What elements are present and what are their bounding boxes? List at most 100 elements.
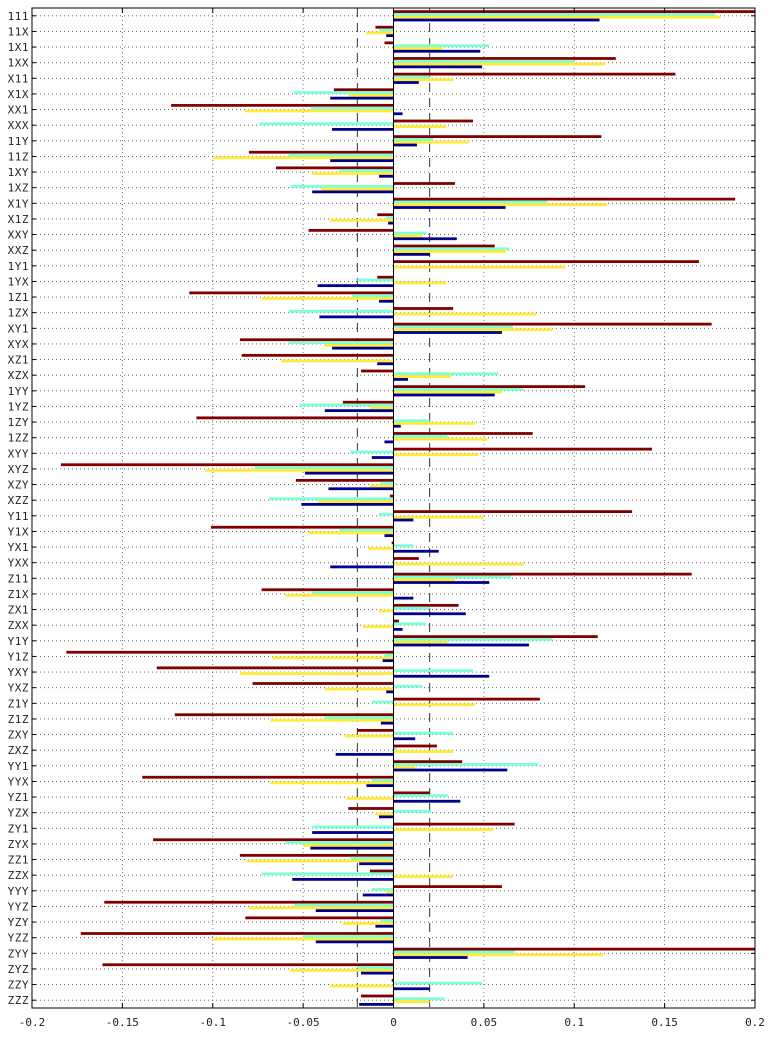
- bar-series-1-1Y1: [393, 260, 699, 264]
- y-tick-label: YYY: [8, 885, 29, 898]
- bar-series-4-Z1X: [393, 596, 414, 600]
- x-tick-label: 0: [390, 1016, 397, 1029]
- bar-series-2-Y1X: [339, 528, 394, 532]
- bar-series-1-XXY: [308, 228, 394, 232]
- bar-series-4-YY1: [393, 768, 508, 772]
- y-tick-label: 1Z1: [8, 291, 29, 304]
- bar-series-1-Y11: [393, 510, 633, 514]
- bar-series-4-1YX: [317, 284, 394, 288]
- bar-series-2-1ZZ: [393, 434, 448, 438]
- bar-series-3-XZ1: [281, 359, 394, 363]
- bar-series-1-YYZ: [104, 900, 394, 904]
- bar-series-3-X11: [393, 78, 454, 82]
- bar-series-1-1XZ: [393, 182, 455, 185]
- bar-series-4-YYZ: [315, 909, 394, 913]
- y-tick-label: 11Z: [8, 150, 29, 163]
- y-tick-label: 1ZZ: [8, 432, 29, 445]
- bar-series-3-Z1X: [285, 593, 394, 597]
- y-tick-label: ZYZ: [8, 963, 29, 976]
- bar-series-4-1X1: [393, 49, 481, 53]
- bar-series-4-XX1: [393, 112, 403, 116]
- bar-series-2-X1Z: [386, 216, 394, 219]
- bar-series-2-ZYY: [393, 950, 515, 954]
- bar-series-3-XXZ: [393, 250, 506, 253]
- bar-series-2-Y1Z: [384, 653, 394, 657]
- y-tick-label: YXX: [8, 557, 29, 570]
- bar-series-1-1XY: [276, 166, 394, 170]
- bar-series-4-ZYX: [310, 846, 394, 850]
- bar-series-3-ZZY: [330, 984, 394, 988]
- bar-series-3-YZX: [375, 812, 394, 816]
- x-tick-labels: -0.2 -0.15 -0.1 -0.05 0 0.05 0.1 0.15 0.2: [19, 8, 765, 1029]
- y-tick-label: YZX: [8, 807, 29, 820]
- bar-series-3-ZYY: [393, 953, 604, 957]
- bar-series-1-Z1Y: [393, 697, 540, 701]
- bar-series-1-ZY1: [393, 822, 515, 826]
- y-tick-label: 1XZ: [8, 182, 29, 195]
- bar-series-2-YZX: [393, 809, 432, 813]
- bar-series-1-XZY: [295, 478, 394, 482]
- bar-series-2-1XY: [339, 169, 394, 173]
- y-tick-label: 1XX: [8, 57, 29, 70]
- y-tick-label: ZYY: [8, 947, 29, 960]
- bar-series-3-X1X: [348, 93, 394, 97]
- bar-series-4-XYY: [371, 456, 394, 459]
- y-tick-label: XXZ: [8, 244, 29, 257]
- bar-series-1-ZXX: [393, 619, 399, 623]
- y-tick-label: YZ1: [8, 791, 29, 804]
- bar-series-1-YXZ: [252, 682, 394, 685]
- bar-series-1-XXX: [393, 119, 474, 123]
- bar-series-2-Z1Y: [371, 700, 394, 704]
- bar-series-3-YX1: [368, 547, 394, 550]
- bar-series-2-ZYZ: [357, 966, 394, 969]
- y-tick-label: XXY: [8, 229, 29, 242]
- bar-series-1-ZYX: [153, 838, 394, 842]
- y-tick-label: ZZZ: [8, 994, 29, 1007]
- bar-series-2-XYX: [288, 341, 394, 344]
- bar-series-2-Y1Y: [393, 638, 553, 641]
- bar-series-4-ZXZ: [335, 752, 394, 756]
- x-tick-label: -0.05: [287, 1016, 320, 1029]
- bar-series-1-Z1Z: [174, 713, 394, 717]
- bar-series-4-YXX: [330, 565, 394, 569]
- bar-series-3-ZY1: [393, 828, 493, 832]
- bar-series-1-Z1X: [261, 588, 394, 592]
- y-tick-label: YXY: [8, 666, 29, 679]
- bar-series-4-X1X: [330, 96, 394, 100]
- y-tick-label: Y1X: [8, 525, 29, 538]
- bar-series-4-Y1Y: [393, 643, 530, 647]
- bar-series-3-1ZX: [393, 312, 537, 316]
- bar-series-2-11X: [379, 28, 394, 32]
- bar-series-4-YYX: [366, 784, 394, 788]
- bar-series-2-XZY: [380, 481, 394, 485]
- bar-series-1-1ZZ: [393, 432, 533, 435]
- bar-series-1-X1Y: [393, 197, 736, 201]
- bar-series-2-ZX1: [393, 606, 430, 610]
- bar-series-3-1Z1: [261, 297, 394, 300]
- bar-series-1-XYZ: [60, 463, 394, 467]
- bar-series-2-XZX: [393, 372, 499, 376]
- x-tick-label: 0.1: [564, 1016, 584, 1029]
- y-tick-label: XYY: [8, 447, 29, 460]
- bar-series-2-1Z1: [351, 294, 394, 298]
- bar-series-1-11Y: [393, 135, 602, 139]
- bar-series-3-XZX: [393, 375, 452, 378]
- bar-series-3-1XX: [393, 62, 605, 66]
- bar-series-4-1ZX: [319, 315, 394, 319]
- bar-series-4-XYZ: [304, 471, 394, 475]
- x-tick-label: 0.15: [651, 1016, 678, 1029]
- bar-series-2-ZXZ: [393, 747, 398, 751]
- bar-series-2-XXZ: [393, 247, 510, 251]
- bar-series-3-ZX1: [379, 609, 394, 613]
- bar-series-1-ZZ1: [239, 853, 394, 857]
- bar-series-2-YXX: [393, 559, 396, 563]
- bar-series-1-ZYY: [393, 947, 755, 951]
- bar-series-3-YXY: [239, 672, 394, 675]
- bar-series-4-X11: [393, 81, 419, 84]
- y-tick-label: XZX: [8, 369, 29, 382]
- bar-series-3-1X1: [393, 47, 443, 50]
- bar-series-1-Y1Y: [393, 635, 598, 639]
- bar-series-4-XZ1: [377, 362, 394, 366]
